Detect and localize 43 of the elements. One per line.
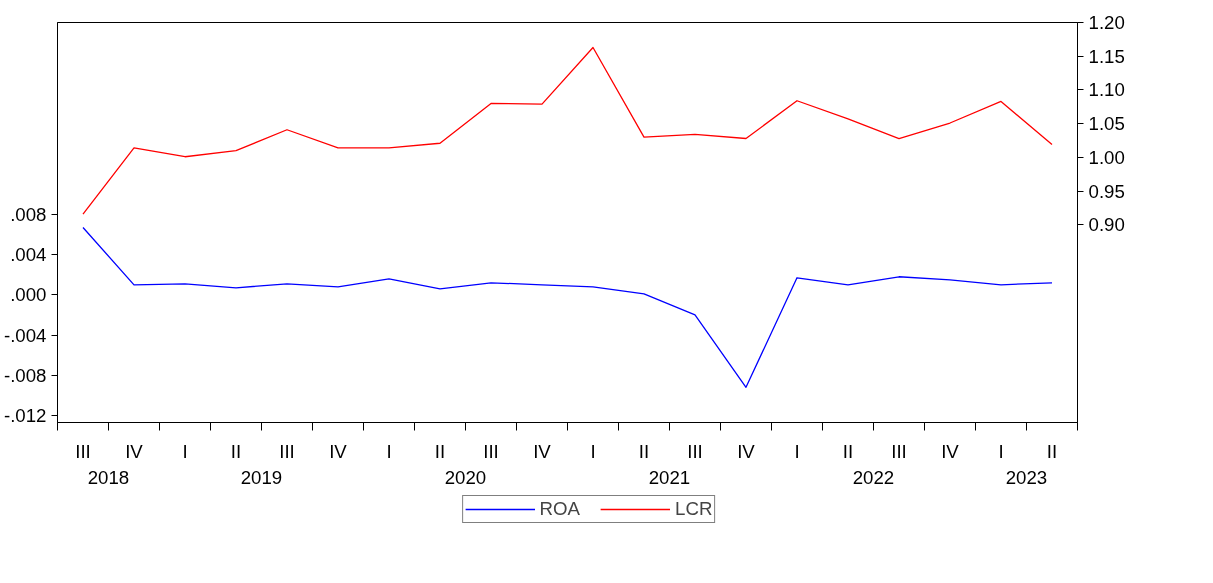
y2-tick-label: 0.90 (1088, 214, 1125, 236)
text: 2023 (1005, 466, 1048, 488)
y2-tick-label: 1.15 (1088, 45, 1125, 67)
x-tick-label: III (279, 440, 295, 462)
y2-tick-label: 1.05 (1088, 113, 1125, 135)
line-series (82, 226, 1053, 388)
y2-tick-label: 1.20 (1088, 12, 1125, 33)
x-tick-label: IV (329, 440, 348, 462)
x-tick-label: III (483, 440, 499, 462)
x-tick-label: I (590, 440, 596, 462)
x-tick-label: III (891, 440, 907, 462)
x-tick-label: IV (125, 440, 144, 462)
legend-label: ROA (539, 497, 581, 520)
line-series (82, 46, 1053, 215)
x-tick-label: IV (737, 440, 756, 462)
x-tick-label: IV (533, 440, 552, 462)
y-tick-label: .008 (10, 203, 47, 225)
x-tick-label: II (434, 440, 446, 462)
y2-tick-label: 1.10 (1088, 79, 1125, 101)
y-tick-label: -.008 (3, 364, 47, 386)
x-tick-label: II (230, 440, 242, 462)
x-tick-label: I (386, 440, 392, 462)
y-tick-label: -.012 (3, 404, 47, 426)
x-tick-label: II (1046, 440, 1058, 462)
y2-tick-label: 0.95 (1088, 180, 1125, 202)
x-tick-label: I (182, 440, 188, 462)
y-tick-label: -.004 (3, 324, 47, 346)
x-tick-label: I (998, 440, 1004, 462)
text: 2021 (648, 466, 691, 488)
x-tick-label: III (687, 440, 703, 462)
legend-label: LCR (675, 497, 713, 520)
y-tick-label: .004 (10, 244, 47, 266)
x-tick-label: II (842, 440, 854, 462)
text: 2019 (240, 466, 283, 488)
x-tick-label: I (794, 440, 800, 462)
x-tick-label: III (75, 440, 91, 462)
x-tick-label: II (638, 440, 650, 462)
text: 2018 (87, 466, 130, 488)
text: 2020 (444, 466, 487, 488)
x-tick-label: IV (941, 440, 960, 462)
y2-tick-label: 1.00 (1088, 146, 1125, 168)
y-tick-label: .000 (10, 284, 47, 306)
text: 2022 (852, 466, 895, 488)
